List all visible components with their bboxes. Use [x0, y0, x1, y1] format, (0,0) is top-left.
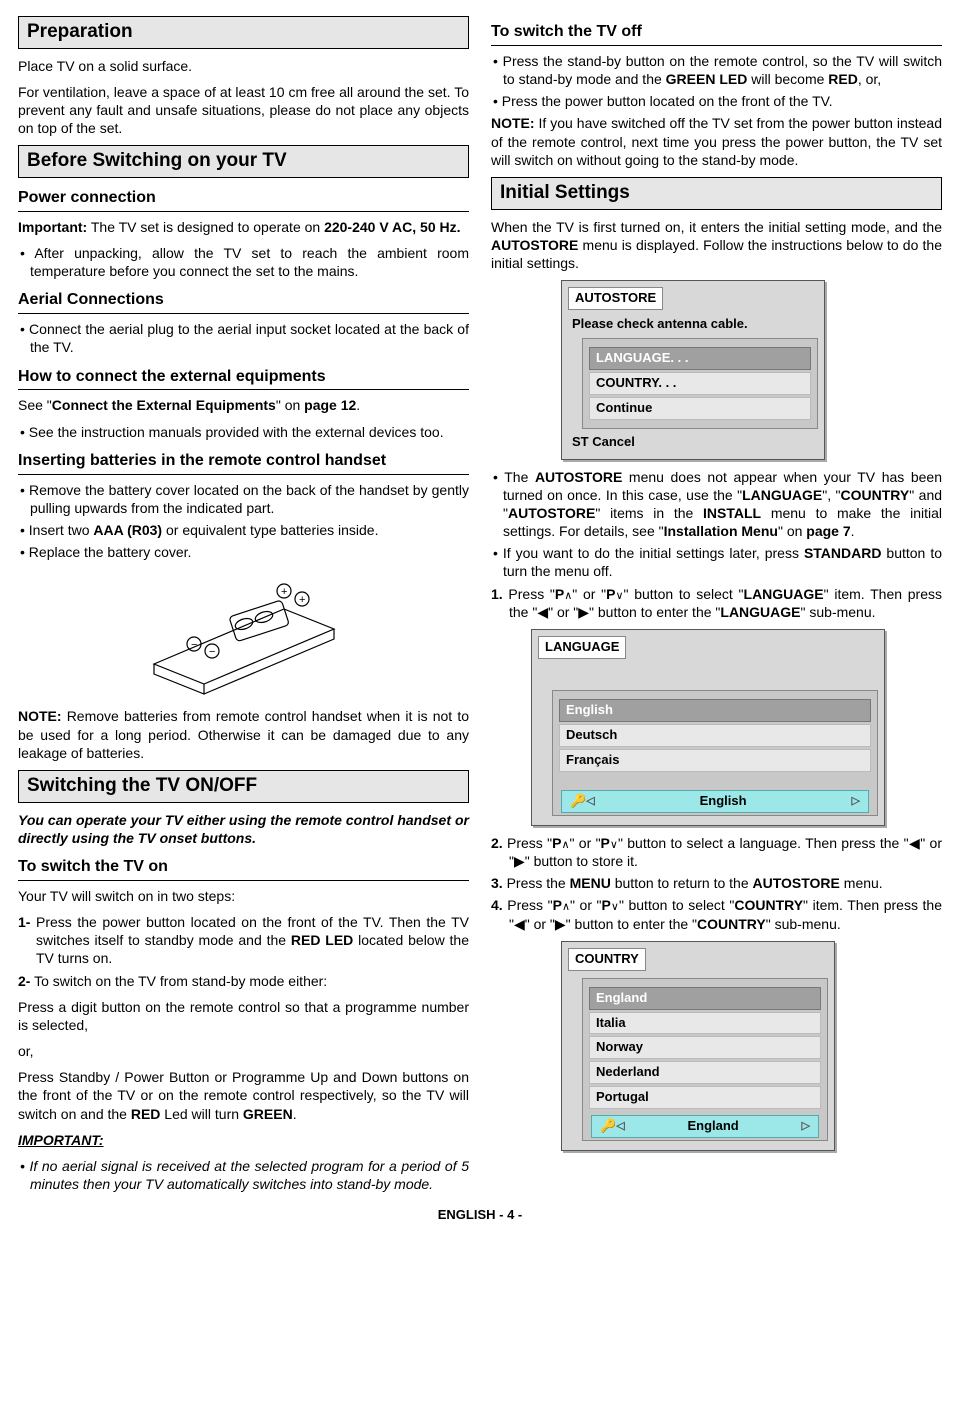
country-title: COUNTRY	[568, 948, 646, 971]
power-b1: After unpacking, allow the TV set to rea…	[18, 244, 469, 280]
svg-text:−: −	[209, 646, 215, 658]
country-opt5[interactable]: Portugal	[589, 1086, 821, 1109]
onoff-intro: You can operate your TV either using the…	[18, 811, 469, 847]
batt-b2: Insert two AAA (R03) or equivalent type …	[18, 521, 469, 539]
power-p1: Important: The TV set is designed to ope…	[18, 218, 469, 236]
country-selector[interactable]: 🔑◁ England ▷	[591, 1115, 819, 1138]
autostore-title: AUTOSTORE	[568, 287, 663, 310]
country-opt3[interactable]: Norway	[589, 1036, 821, 1059]
ext-b1: See the instruction manuals provided wit…	[18, 423, 469, 441]
init-step4: 4. Press "P" or "P" button to select "CO…	[491, 896, 942, 932]
off-b2: Press the power button located on the fr…	[491, 92, 942, 110]
svg-text:+: +	[299, 594, 305, 606]
preparation-p1: Place TV on a solid surface.	[18, 57, 469, 75]
country-opt4[interactable]: Nederland	[589, 1061, 821, 1084]
power-heading: Power connection	[18, 188, 469, 212]
init-b2: If you want to do the initial settings l…	[491, 544, 942, 580]
on-step1: 1- Press the power button located on the…	[18, 913, 469, 968]
init-step2: 2. Press "P" or "P" button to select a l…	[491, 834, 942, 870]
country-menu: COUNTRY England Italia Norway Nederland …	[561, 941, 835, 1151]
autostore-menu: AUTOSTORE Please check antenna cable. LA…	[561, 280, 825, 459]
batt-note: NOTE: Remove batteries from remote contr…	[18, 707, 469, 762]
svg-text:−: −	[191, 639, 197, 651]
init-step3: 3. Press the MENU button to return to th…	[491, 874, 942, 892]
important-heading: IMPORTANT:	[18, 1131, 469, 1149]
off-note: NOTE: If you have switched off the TV se…	[491, 114, 942, 169]
off-b1: Press the stand-by button on the remote …	[491, 52, 942, 88]
batt-b3: Replace the battery cover.	[18, 543, 469, 561]
on-heading: To switch the TV on	[18, 857, 469, 881]
important-b1: If no aerial signal is received at the s…	[18, 1157, 469, 1193]
country-opt2[interactable]: Italia	[589, 1012, 821, 1035]
preparation-p2: For ventilation, leave a space of at lea…	[18, 83, 469, 138]
preparation-heading: Preparation	[18, 16, 469, 49]
init-b1: The AUTOSTORE menu does not appear when …	[491, 468, 942, 541]
svg-text:+: +	[281, 586, 287, 598]
init-step1: 1. Press "P" or "P" button to select "LA…	[491, 585, 942, 621]
page-footer: ENGLISH - 4 -	[18, 1207, 942, 1224]
on-p3: Press Standby / Power Button or Programm…	[18, 1068, 469, 1123]
init-heading: Initial Settings	[491, 177, 942, 210]
autostore-opt3[interactable]: Continue	[589, 397, 811, 420]
on-p1: Your TV will switch on in two steps:	[18, 887, 469, 905]
before-heading: Before Switching on your TV	[18, 145, 469, 178]
lang-selector[interactable]: 🔑◁ English ▷	[561, 790, 869, 813]
onoff-heading: Switching the TV ON/OFF	[18, 770, 469, 803]
ext-p1: See "Connect the External Equipments" on…	[18, 396, 469, 414]
autostore-footer: ST Cancel	[568, 432, 818, 453]
aerial-b1: Connect the aerial plug to the aerial in…	[18, 320, 469, 356]
remote-diagram: + + − −	[134, 569, 354, 699]
on-p2: Press a digit button on the remote contr…	[18, 998, 469, 1034]
batt-heading: Inserting batteries in the remote contro…	[18, 451, 469, 475]
on-step2: 2- To switch on the TV from stand-by mod…	[18, 972, 469, 990]
language-title: LANGUAGE	[538, 636, 626, 659]
autostore-opt1[interactable]: LANGUAGE. . .	[589, 347, 811, 370]
on-or: or,	[18, 1042, 469, 1060]
off-heading: To switch the TV off	[491, 22, 942, 46]
left-column: Preparation Place TV on a solid surface.…	[18, 12, 469, 1197]
lang-opt3[interactable]: Français	[559, 749, 871, 772]
autostore-opt2[interactable]: COUNTRY. . .	[589, 372, 811, 395]
init-p1: When the TV is first turned on, it enter…	[491, 218, 942, 273]
aerial-heading: Aerial Connections	[18, 290, 469, 314]
batt-b1: Remove the battery cover located on the …	[18, 481, 469, 517]
country-opt1[interactable]: England	[589, 987, 821, 1010]
lang-opt1[interactable]: English	[559, 699, 871, 722]
ext-heading: How to connect the external equipments	[18, 367, 469, 391]
right-column: To switch the TV off Press the stand-by …	[491, 12, 942, 1197]
autostore-prompt: Please check antenna cable.	[568, 314, 818, 335]
lang-opt2[interactable]: Deutsch	[559, 724, 871, 747]
language-menu: LANGUAGE English Deutsch Français 🔑◁ Eng…	[531, 629, 885, 825]
